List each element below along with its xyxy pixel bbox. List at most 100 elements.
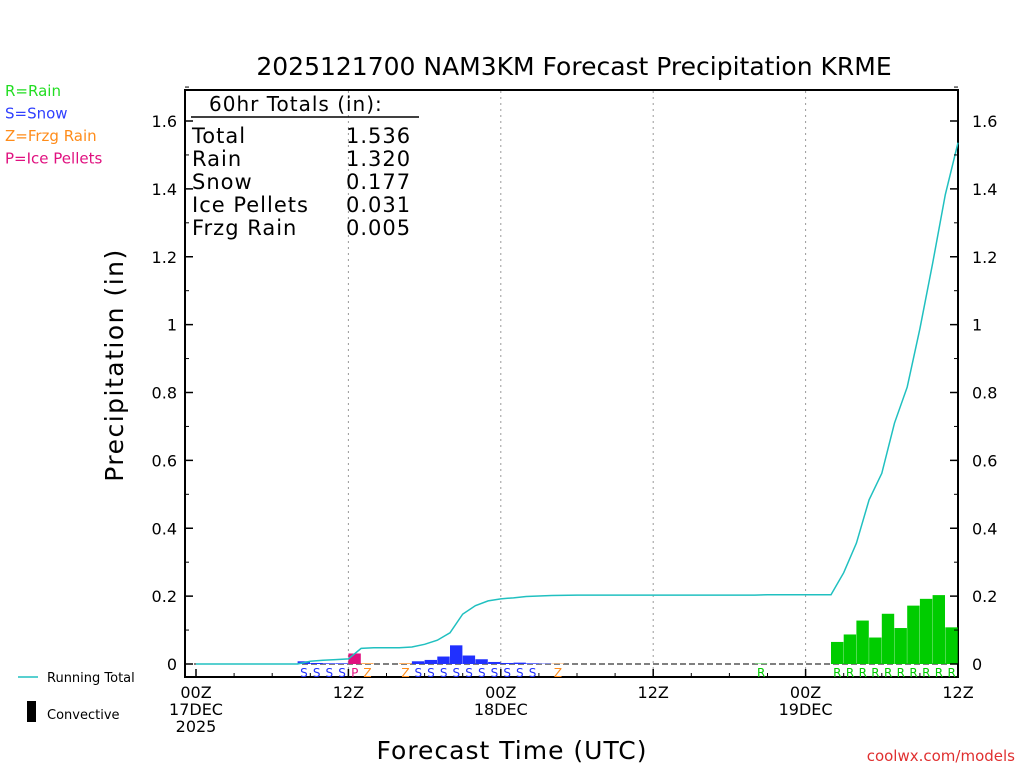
precip-bar [500,662,514,664]
totals-box: 60hr Totals (in): Total 1.536 Rain 1.320 Sno… [191,92,419,240]
ptype-letter: Z [554,666,562,680]
legend-z: Z=Frzg Rain [5,127,97,145]
chart-title: 2025121700 NAM3KM Forecast Precipitation… [256,52,891,81]
precip-bar [526,663,539,664]
x-tick-label: 18DEC [474,700,528,719]
ptype-letter: S [529,666,537,680]
precip-bar [462,655,476,664]
precip-bar [907,605,920,664]
y-tick-label-left: 0.8 [152,384,177,403]
precip-bar [932,595,945,664]
precip-bar [348,653,361,664]
precip-bar [437,656,450,664]
y-tick-label-right: 0.6 [972,451,997,470]
legend-s: S=Snow [5,105,68,123]
precip-bar [856,620,869,664]
legend-r: R=Rain [5,82,61,100]
ptype-letter: P [351,666,358,680]
y-axis-label: Precipitation (in) [100,248,129,482]
bottom-legend: Running Total Convective [18,671,135,723]
precip-bar [843,634,857,664]
ptype-letter: R [909,666,917,680]
ptype-letter: R [833,666,841,680]
ptype-letter: S [414,666,422,680]
legend-p: P=Ice Pellets [5,150,102,168]
y-tick-label-right: 1 [972,316,982,335]
ptype-letter: S [300,666,308,680]
precip-bar [399,663,412,664]
ptype-letter: Z [401,666,409,680]
totals-rows: Total 1.536 Rain 1.320 Snow 0.177 Ice Pellets 0… [191,124,411,240]
x-tick-label: 00Z [790,683,821,702]
convective-legend-label: Convective [47,708,120,723]
precip-bar [831,641,844,664]
ptype-letter: R [757,666,765,680]
x-tick-label: 12Z [638,683,669,702]
totals-row-label: Total [191,124,246,148]
y-tick-label-right: 1.6 [972,112,997,131]
precip-bar [335,663,349,664]
precip-bar [919,598,933,664]
ptype-letter: S [326,666,334,680]
y-tick-label-right: 0.4 [972,519,997,538]
credit-text: coolwx.com/models [867,747,1015,765]
ptype-letter: S [427,666,435,680]
precip-bar [323,663,336,664]
running-total-line [196,142,959,665]
x-tick-label: 00Z [485,683,516,702]
y-tick-label-right: 0 [972,655,982,674]
ptype-letter: Z [363,666,371,680]
convective-swatch [27,701,36,722]
y-tick-label-right: 1.2 [972,248,997,267]
y-tick-label-right: 1.4 [972,180,997,199]
ptype-letter: S [478,666,486,680]
totals-row-label: Snow [192,170,253,194]
y-tick-label-left: 1 [167,316,177,335]
ptype-letter: R [859,666,867,680]
totals-row-label: Frzg Rain [192,216,297,240]
totals-row-value: 0.031 [346,193,411,217]
ptype-legend: R=Rain S=Snow Z=Frzg Rain P=Ice Pellets [5,82,102,168]
running-total-legend-label: Running Total [47,671,135,686]
x-axis-label: Forecast Time (UTC) [377,736,648,765]
y-tick-label-left: 1.4 [152,180,177,199]
ptype-letter: S [313,666,321,680]
precip-bar [310,662,323,664]
hourly-bars [297,595,958,664]
plot-frame [184,89,959,678]
y-tick-label-left: 1.6 [152,112,177,131]
ptype-letter: R [935,666,943,680]
ptype-letter: S [491,666,499,680]
ptype-letter: S [453,666,461,680]
y-tick-label-left: 0.4 [152,519,177,538]
precip-bar [513,662,526,664]
totals-header: 60hr Totals (in): [209,92,383,116]
ptype-letter: S [516,666,524,680]
ptype-letter: S [465,666,473,680]
totals-row-value: 0.177 [346,170,411,194]
ptype-letter: R [884,666,892,680]
totals-row-value: 0.005 [346,216,411,240]
ptype-letter: R [871,666,879,680]
ptype-letter: R [922,666,930,680]
y-tick-label-right: 0.8 [972,384,997,403]
y-tick-label-left: 0.2 [152,587,177,606]
totals-row-label: Ice Pellets [192,193,309,217]
y-axis-right: 0 0.2 0.4 0.6 0.8 1 1.2 1.4 1.6 [950,86,997,674]
ptype-letter: S [338,666,346,680]
x-tick-label: 17DEC [169,700,223,719]
totals-row-label: Rain [192,147,242,171]
y-axis-left: 0 0.2 0.4 0.6 0.8 1 1.2 1.4 1.6 [152,86,193,674]
y-tick-label-left: 0.6 [152,451,177,470]
y-tick-label-left: 1.2 [152,248,177,267]
running-total-series [196,142,959,665]
ptype-letter: R [846,666,854,680]
x-tick-label: 19DEC [779,700,833,719]
totals-row-value: 1.320 [346,147,411,171]
precip-bar [488,661,501,664]
precip-bar [881,613,895,664]
precip-bar [945,627,958,664]
